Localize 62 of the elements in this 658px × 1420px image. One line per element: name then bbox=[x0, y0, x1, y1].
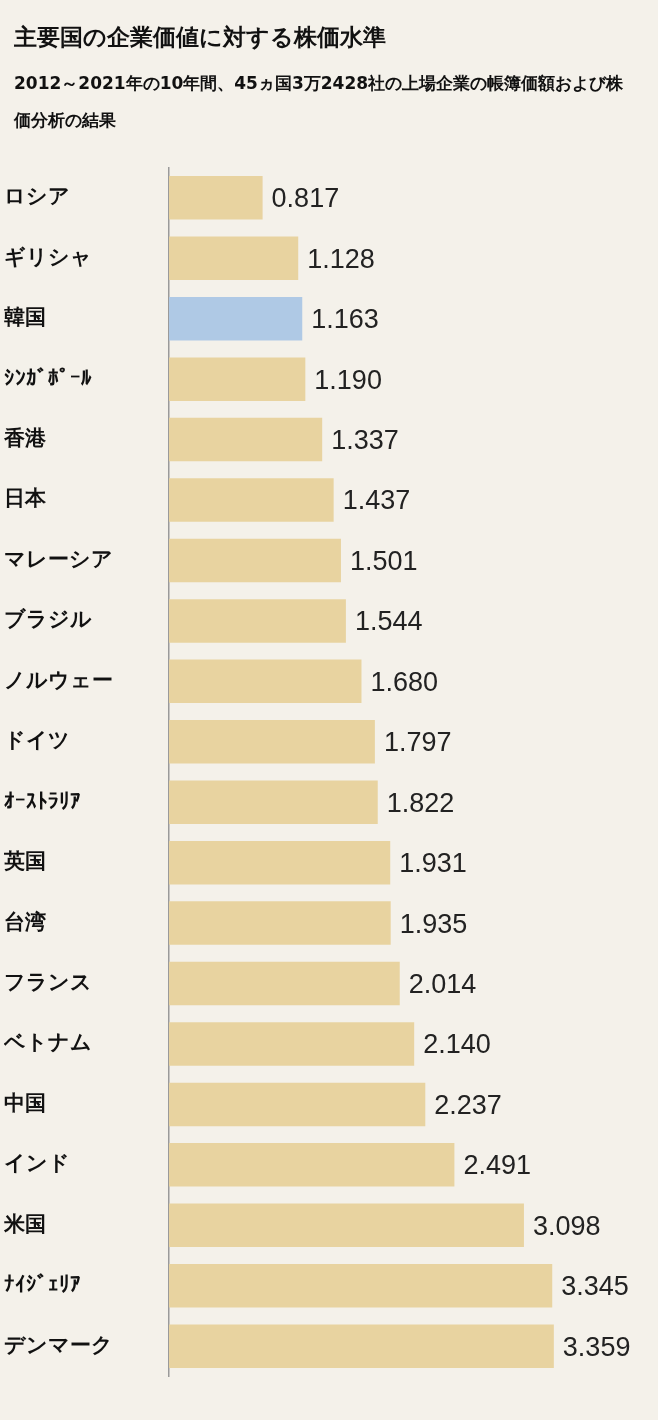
bar bbox=[169, 296, 303, 341]
bar bbox=[169, 599, 346, 643]
data-label: 2.491 bbox=[463, 1150, 531, 1181]
data-label: 3.345 bbox=[561, 1271, 629, 1302]
y-tick-label: 韓国 bbox=[4, 305, 46, 330]
bar bbox=[169, 1082, 426, 1127]
data-label: 1.190 bbox=[314, 364, 382, 395]
data-label: 1.501 bbox=[349, 545, 418, 576]
bar bbox=[169, 478, 334, 522]
y-tick-label: ベトナム bbox=[3, 1030, 92, 1055]
bar bbox=[169, 840, 391, 885]
bar bbox=[169, 417, 323, 462]
data-label: 2.140 bbox=[423, 1029, 491, 1060]
y-tick-label: 台湾 bbox=[4, 909, 46, 934]
data-label: 1.935 bbox=[399, 908, 468, 939]
y-tick-label: ロシア bbox=[4, 184, 70, 209]
data-label: 1.797 bbox=[383, 727, 452, 758]
data-label: 1.128 bbox=[307, 243, 375, 274]
bar bbox=[169, 236, 299, 281]
chart-subtitle: 2012～2021年の10年間、45ヵ国3万2428社の上場企業の帳簿価額および株価分析の結果 bbox=[14, 72, 625, 132]
y-tick-label: ドイツ bbox=[4, 728, 70, 753]
y-tick-label: ブラジル bbox=[4, 607, 92, 632]
y-tick-label: 香港 bbox=[3, 426, 47, 451]
y-tick-label: 中国 bbox=[4, 1090, 46, 1115]
bar bbox=[169, 901, 391, 945]
bar bbox=[169, 1022, 415, 1066]
bar bbox=[169, 357, 306, 401]
y-tick-label: ﾅｲｼﾞｪﾘｱ bbox=[4, 1272, 81, 1297]
data-label: 1.544 bbox=[354, 606, 423, 637]
y-tick-label: インド bbox=[4, 1151, 70, 1176]
y-tick-label: 米国 bbox=[3, 1211, 46, 1236]
data-label: 1.680 bbox=[370, 666, 439, 697]
data-label: 2.237 bbox=[434, 1089, 502, 1120]
y-tick-label: ギリシャ bbox=[4, 244, 92, 269]
bar bbox=[169, 176, 263, 220]
y-tick-label: ｼﾝｶﾞﾎﾟｰﾙ bbox=[4, 365, 92, 390]
y-tick-label: マレーシア bbox=[4, 546, 113, 571]
y-tick-label: 日本 bbox=[4, 486, 47, 511]
y-tick-label: 英国 bbox=[3, 849, 46, 874]
data-label: 0.817 bbox=[271, 183, 340, 214]
bar bbox=[169, 538, 341, 583]
bar bbox=[169, 780, 378, 824]
y-tick-label: デンマーク bbox=[4, 1332, 113, 1357]
bar bbox=[169, 659, 362, 704]
data-label: 1.822 bbox=[386, 787, 455, 818]
bar bbox=[169, 1203, 524, 1248]
data-label: 3.098 bbox=[532, 1210, 601, 1241]
data-label: 1.337 bbox=[331, 425, 399, 456]
data-label: 3.359 bbox=[562, 1331, 631, 1362]
bar bbox=[169, 720, 375, 764]
data-label: 1.931 bbox=[399, 848, 467, 879]
bar bbox=[169, 1263, 553, 1308]
y-tick-label: フランス bbox=[4, 969, 92, 994]
bar bbox=[169, 1143, 455, 1187]
y-tick-label: ｵｰｽﾄﾗﾘｱ bbox=[4, 788, 81, 813]
chart-title: 主要国の企業価値に対する株価水準 bbox=[14, 23, 387, 52]
bar bbox=[169, 961, 400, 1006]
bar bbox=[169, 1324, 554, 1368]
data-label: 1.163 bbox=[311, 304, 379, 335]
data-label: 2.014 bbox=[408, 968, 477, 999]
y-tick-label: ノルウェー bbox=[4, 667, 113, 692]
data-label: 1.437 bbox=[342, 485, 411, 516]
